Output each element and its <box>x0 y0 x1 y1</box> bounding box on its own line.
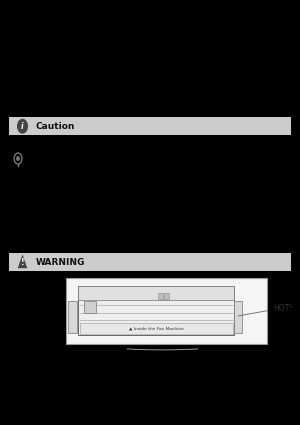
FancyBboxPatch shape <box>9 117 291 135</box>
FancyBboxPatch shape <box>80 323 232 334</box>
Text: HOT!: HOT! <box>238 303 292 316</box>
FancyBboxPatch shape <box>9 253 291 271</box>
FancyBboxPatch shape <box>84 301 96 313</box>
FancyBboxPatch shape <box>78 286 234 335</box>
Circle shape <box>17 157 19 160</box>
Text: Caution: Caution <box>36 122 75 131</box>
Polygon shape <box>18 255 27 268</box>
Circle shape <box>18 119 27 133</box>
Text: i: i <box>21 122 24 131</box>
Text: ▲ Inside the Fax Machine: ▲ Inside the Fax Machine <box>129 326 183 330</box>
FancyBboxPatch shape <box>164 293 169 299</box>
Text: WARNING: WARNING <box>36 258 86 267</box>
FancyBboxPatch shape <box>158 293 163 299</box>
Text: !: ! <box>21 258 24 267</box>
FancyBboxPatch shape <box>234 301 242 333</box>
FancyBboxPatch shape <box>68 301 77 333</box>
FancyBboxPatch shape <box>78 286 234 300</box>
FancyBboxPatch shape <box>66 278 267 344</box>
